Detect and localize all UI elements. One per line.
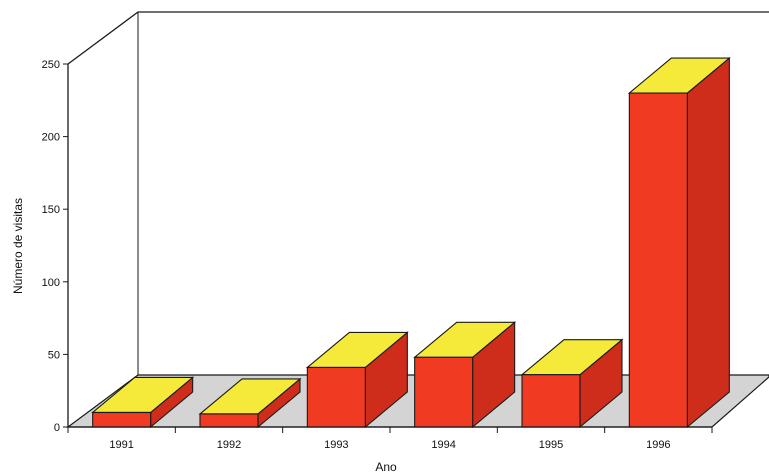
x-tick-label: 1991 — [109, 439, 133, 451]
x-tick-label: 1995 — [539, 439, 563, 451]
bar-1996 — [627, 56, 731, 429]
chart-frame — [67, 11, 769, 375]
y-tick-label: 100 — [42, 277, 60, 289]
bar-1993 — [305, 331, 409, 429]
y-tick-label: 250 — [42, 59, 60, 71]
x-axis-title: Ano — [375, 460, 397, 474]
x-tick-label: 1992 — [217, 439, 241, 451]
bar-front — [306, 366, 366, 428]
y-tick-label: 150 — [42, 204, 60, 216]
frame-top-edge — [67, 11, 769, 65]
bar-1995 — [520, 338, 624, 429]
bars — [91, 56, 731, 429]
bar-1991 — [91, 376, 195, 429]
y-tick-label: 0 — [54, 422, 60, 434]
bar-front — [628, 92, 688, 428]
bar-1994 — [413, 321, 517, 429]
bar-front — [414, 356, 474, 428]
bar-front — [199, 413, 259, 428]
x-axis: 1991 1992 1993 1994 1995 1996 — [67, 426, 713, 451]
x-tick-label: 1996 — [646, 439, 670, 451]
y-axis: 0 50 100 150 200 250 — [42, 59, 69, 434]
x-tick-label: 1994 — [431, 439, 455, 451]
bar-front — [92, 411, 152, 428]
bar-1992 — [198, 377, 302, 429]
y-tick-label: 50 — [48, 349, 60, 361]
y-tick-label: 200 — [42, 132, 60, 144]
y-axis-title: Número de visitas — [11, 198, 25, 294]
bar-side — [686, 56, 730, 429]
bar-front — [521, 374, 581, 428]
x-tick-label: 1993 — [324, 439, 348, 451]
